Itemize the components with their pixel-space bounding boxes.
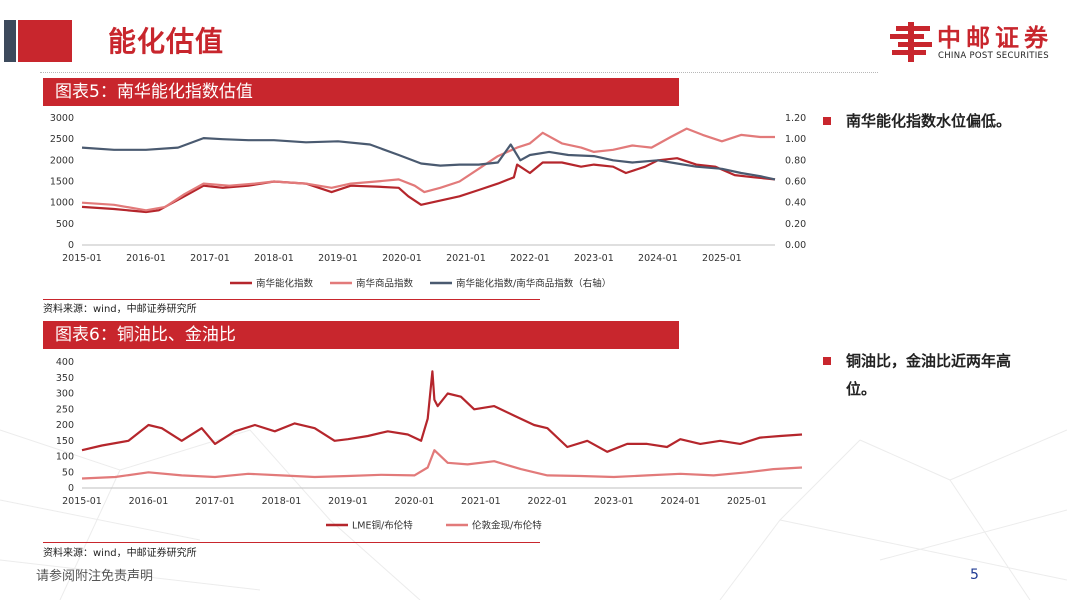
series-line-2	[81, 127, 775, 212]
x-tick-label: 2025-01	[727, 496, 767, 507]
bullet-marker	[823, 117, 831, 125]
y-tick-label: 500	[56, 219, 74, 230]
chart-copper-gold-oil-ratio: 0 50 100 150 200 250 300 350 400 2015-01 2016-01 20…	[56, 357, 803, 532]
bullet-marker	[823, 357, 831, 365]
disclaimer-note: 请参阅附注免责声明	[36, 569, 154, 584]
y-tick-label: 0	[68, 240, 74, 251]
series-line-3	[81, 137, 776, 181]
figure6-rule	[43, 542, 540, 543]
figure5-source: 资料来源：wind，中邮证券研究所	[43, 304, 197, 315]
y2-tick-label: 1.00	[785, 134, 806, 145]
figure6-banner: 图表6：铜油比、金油比	[43, 321, 679, 349]
x-tick-label: 2017-01	[190, 253, 230, 264]
y-tick-label: 2500	[50, 134, 74, 145]
chart-nanhua-valuation: 0 500 1000 1500 2000 2500 3000 0.00 0.20 0.40 0.60…	[50, 113, 806, 290]
bullet-2-line-2: 位。	[846, 380, 877, 398]
series-line-1	[81, 370, 803, 453]
x-tick-label: 2022-01	[528, 496, 568, 507]
y-tick-label: 1500	[50, 177, 74, 188]
logo-name: 中邮证券	[937, 24, 1053, 52]
x-tick-label: 2020-01	[382, 253, 422, 264]
y2-tick-label: 0.80	[785, 155, 806, 166]
x-tick-label: 2019-01	[328, 496, 368, 507]
x-tick-label: 2025-01	[702, 253, 742, 264]
page-number: 5	[970, 567, 979, 583]
y-tick-label: 150	[56, 436, 74, 447]
x-tick-label: 2018-01	[254, 253, 294, 264]
x-tick-label: 2024-01	[660, 496, 700, 507]
y-tick-label: 200	[56, 420, 74, 431]
bullet-1-line-1: 南华能化指数水位偏低。	[846, 112, 1012, 130]
x-tick-label: 2015-01	[62, 496, 102, 507]
legend-label: 南华商品指数	[356, 278, 414, 290]
y-tick-label: 0	[68, 483, 74, 494]
series-line-2	[81, 449, 803, 480]
figure5-rule	[43, 299, 540, 300]
header-accent-dark	[4, 20, 16, 62]
x-tick-label: 2019-01	[318, 253, 358, 264]
china-post-logo-icon	[890, 22, 932, 62]
x-tick-label: 2023-01	[594, 496, 634, 507]
y2-tick-label: 0.40	[785, 198, 806, 209]
series-line-1	[81, 157, 776, 214]
legend-label: 南华能化指数/南华商品指数（右轴）	[456, 278, 611, 290]
y-tick-label: 250	[56, 404, 74, 415]
x-tick-label: 2023-01	[574, 253, 614, 264]
y-tick-label: 300	[56, 389, 74, 400]
figure6-source: 资料来源：wind，中邮证券研究所	[43, 548, 197, 559]
y-tick-label: 2000	[50, 155, 74, 166]
header-accent-red	[18, 20, 72, 62]
legend-label: 伦敦金现/布伦特	[472, 520, 542, 532]
y-tick-label: 1000	[50, 198, 74, 209]
x-tick-label: 2016-01	[126, 253, 166, 264]
y-tick-label: 3000	[50, 113, 74, 124]
legend-label: LME铜/布伦特	[352, 520, 413, 532]
y2-tick-label: 1.20	[785, 113, 806, 124]
x-tick-label: 2015-01	[62, 253, 102, 264]
bullet-2-line-1: 铜油比，金油比近两年高	[846, 352, 1012, 370]
x-tick-label: 2022-01	[510, 253, 550, 264]
x-tick-label: 2018-01	[262, 496, 302, 507]
x-tick-label: 2024-01	[638, 253, 678, 264]
y2-tick-label: 0.20	[785, 219, 806, 230]
x-tick-label: 2016-01	[129, 496, 169, 507]
y-tick-label: 100	[56, 452, 74, 463]
legend-label: 南华能化指数	[256, 278, 314, 290]
x-tick-label: 2020-01	[395, 496, 435, 507]
y-tick-label: 50	[62, 467, 74, 478]
x-tick-label: 2021-01	[461, 496, 501, 507]
page-title: 能化估值	[108, 25, 225, 58]
header-divider	[40, 72, 878, 73]
y-tick-label: 400	[56, 357, 74, 368]
y2-tick-label: 0.60	[785, 177, 806, 188]
y-tick-label: 350	[56, 373, 74, 384]
x-tick-label: 2017-01	[195, 496, 235, 507]
x-tick-label: 2021-01	[446, 253, 486, 264]
bullet-text-2: 铜油比，金油比近两年高 位。	[846, 347, 1011, 403]
y2-tick-label: 0.00	[785, 240, 806, 251]
logo-subtitle: CHINA POST SECURITIES	[938, 51, 1049, 61]
bullet-text-1: 南华能化指数水位偏低。	[846, 107, 1011, 135]
figure5-banner: 图表5：南华能化指数估值	[43, 78, 679, 106]
